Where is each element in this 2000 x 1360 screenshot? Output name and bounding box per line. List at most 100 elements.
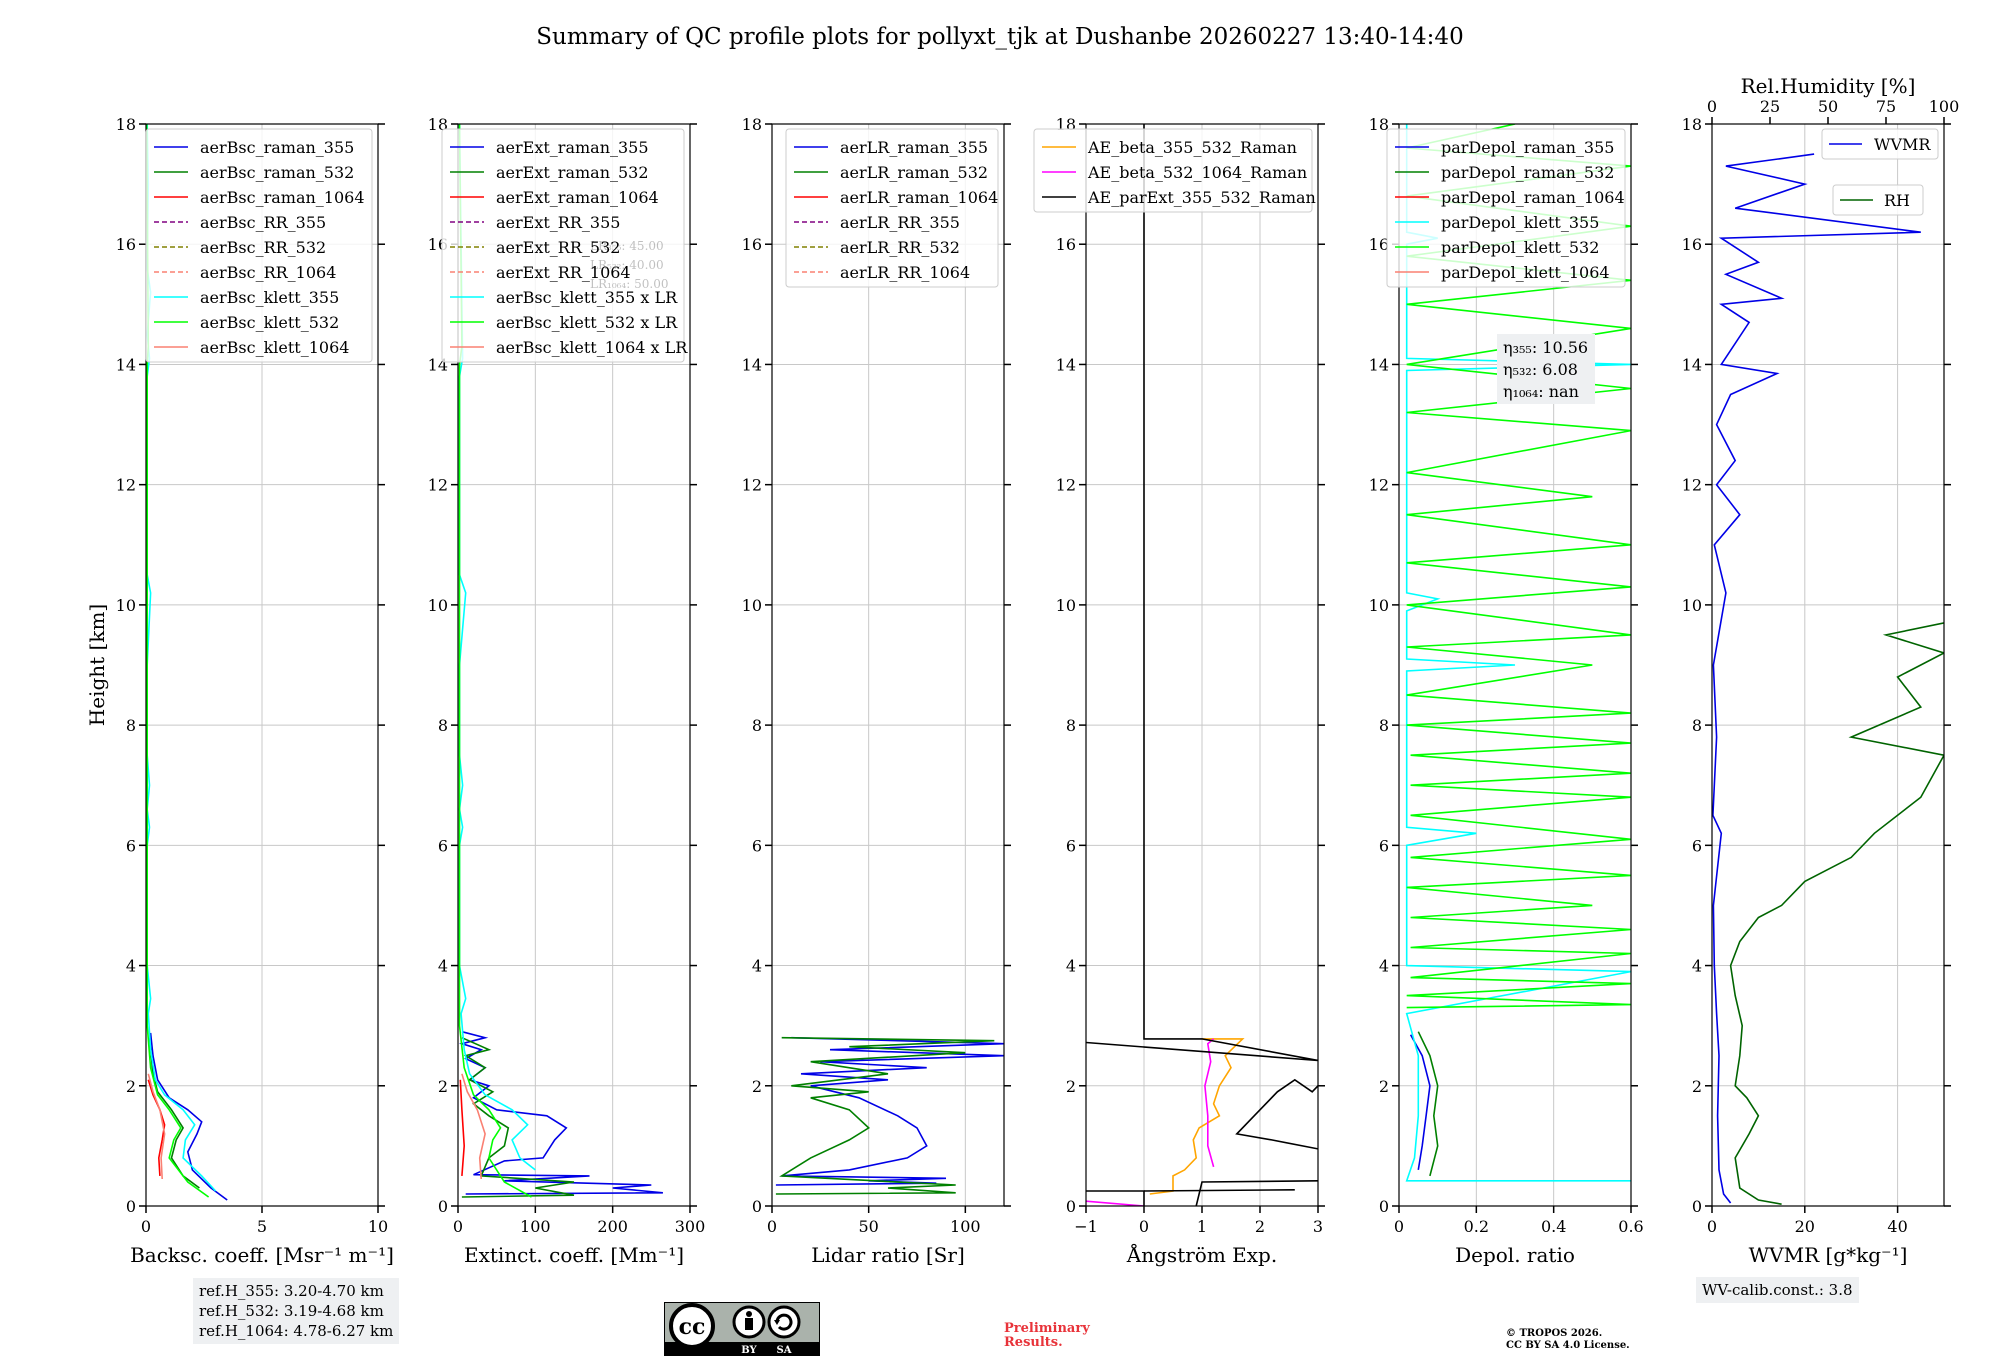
legend-label-aerBsc_RR_532: aerBsc_RR_532 (200, 238, 326, 257)
y-tick-label: 4 (438, 957, 448, 976)
y-tick-label: 4 (1379, 957, 1389, 976)
legend-label-parDepol_klett_532: parDepol_klett_532 (1441, 238, 1599, 257)
legend-label-aerBsc_raman_532: aerBsc_raman_532 (200, 163, 354, 182)
y-tick-label: 0 (1379, 1197, 1389, 1216)
x2-axis-label: Rel.Humidity [%] (1741, 74, 1916, 98)
x-tick-label: 2 (1255, 1217, 1265, 1236)
x-tick-label: 1 (1197, 1217, 1207, 1236)
series-line-aerExt_raman_1064 (459, 1079, 466, 1176)
wv-calib-text: WV-calib.const.: 3.8 (1702, 1281, 1853, 1299)
x-tick-label: 10 (368, 1217, 388, 1236)
x-tick-label: 200 (597, 1217, 628, 1236)
x-tick-label: 0 (1394, 1217, 1404, 1236)
copyright-line-1: © TROPOS 2026. (1506, 1328, 1603, 1339)
eta-label: η₃₅₅: 10.56 (1503, 338, 1588, 357)
x-tick-label: 0 (453, 1217, 463, 1236)
y-tick-label: 8 (1066, 716, 1076, 735)
ref-height-355: ref.H_355: 3.20-4.70 km (199, 1282, 384, 1300)
legend-label-aerExt_RR_532: aerExt_RR_532 (496, 238, 620, 257)
legend-label-aerLR_RR_1064: aerLR_RR_1064 (840, 263, 970, 282)
sa-icon (767, 1305, 801, 1339)
y-tick-label: 16 (1682, 235, 1702, 254)
y-tick-label: 14 (1682, 355, 1702, 374)
y-tick-label: 2 (438, 1077, 448, 1096)
x-tick-label: 0.2 (1464, 1217, 1489, 1236)
y-tick-label: 10 (428, 596, 448, 615)
series-line-WVMR (1712, 153, 1921, 1204)
legend-label-parDepol_klett_355: parDepol_klett_355 (1441, 213, 1599, 232)
legend-label-aerExt_raman_1064: aerExt_raman_1064 (496, 188, 659, 207)
y-tick-label: 10 (742, 596, 762, 615)
legend-label-aerBsc_RR_355: aerBsc_RR_355 (200, 213, 326, 232)
x-axis-label: Ångström Exp. (1126, 1242, 1277, 1267)
y-tick-label: 18 (116, 115, 136, 134)
legend-label-aerLR_RR_532: aerLR_RR_532 (840, 238, 960, 257)
y-tick-label: 4 (752, 957, 762, 976)
x2-tick-label: 50 (1818, 97, 1838, 116)
x-tick-label: 0.6 (1618, 1217, 1643, 1236)
legend-label-aerLR_raman_532: aerLR_raman_532 (840, 163, 988, 182)
legend-label-parDepol_klett_1064: parDepol_klett_1064 (1441, 263, 1610, 282)
x2-tick-label: 0 (1707, 97, 1717, 116)
legend-rh: RH (1832, 184, 1924, 216)
y-tick-label: 14 (1056, 355, 1076, 374)
y-tick-label: 14 (742, 355, 762, 374)
y-tick-label: 2 (1692, 1077, 1702, 1096)
series-line-parDepol_klett_355 (1405, 124, 1631, 1182)
legend-box (1821, 128, 1939, 160)
by-label: BY (741, 1345, 757, 1356)
legend-label-parDepol_raman_355: parDepol_raman_355 (1441, 138, 1614, 157)
y-tick-label: 10 (116, 596, 136, 615)
legend: parDepol_raman_355 parDepol_raman_532 parD… (1386, 128, 1626, 288)
series-line-parDepol_klett_532 (1406, 124, 1631, 1009)
y-tick-label: 18 (1682, 115, 1702, 134)
eta-label: η₅₃₂: 6.08 (1503, 360, 1578, 379)
x-axis-label: Lidar ratio [Sr] (811, 1243, 965, 1267)
y-tick-label: 10 (1369, 596, 1389, 615)
series-line-AE_parExt_355_532_Raman (1086, 124, 1318, 1062)
x-axis-label: WVMR [g*kg⁻¹] (1749, 1243, 1908, 1267)
y-tick-label: 6 (1066, 836, 1076, 855)
legend-label-parDepol_raman_1064: parDepol_raman_1064 (1441, 188, 1625, 207)
lr-annotation: LR₁₀₆₄: 50.00 (590, 277, 668, 291)
legend-box (785, 128, 999, 288)
x-tick-label: 100 (520, 1217, 551, 1236)
legend-label-AE_beta_355_532_Raman: AE_beta_355_532_Raman (1087, 138, 1297, 157)
x2-tick-label: 75 (1876, 97, 1896, 116)
series-line-parDepol_raman_355 (1409, 1034, 1431, 1171)
y-tick-label: 14 (1369, 355, 1389, 374)
x-tick-label: 50 (858, 1217, 878, 1236)
series-line-aerLR_raman_355 (775, 1036, 1004, 1186)
legend-label-aerBsc_klett_532 x LR: aerBsc_klett_532 x LR (496, 313, 678, 332)
y-tick-label: 14 (116, 355, 136, 374)
y-tick-label: 2 (126, 1077, 136, 1096)
legend-label-aerBsc_klett_1064 x LR: aerBsc_klett_1064 x LR (496, 338, 688, 357)
legend-label-aerExt_RR_1064: aerExt_RR_1064 (496, 263, 631, 282)
x-tick-label: 3 (1313, 1217, 1323, 1236)
series-group (1405, 124, 1631, 1182)
y-tick-label: 6 (126, 836, 136, 855)
y-tick-label: 12 (1682, 476, 1702, 495)
x-axis-label: Extinct. coeff. [Mm⁻¹] (464, 1243, 684, 1267)
series-line-AE_parExt_355_532_Raman_d (1195, 1180, 1318, 1206)
series-line-AE_beta_532_1064_Raman (1086, 1200, 1145, 1206)
y-tick-label: 6 (1379, 836, 1389, 855)
y-tick-label: 12 (116, 476, 136, 495)
axes-frame (771, 123, 1005, 1207)
series-line-AE_parExt_355_532_Raman_b (1235, 1078, 1318, 1150)
x-tick-label: 0 (141, 1217, 151, 1236)
axes-frame (1398, 123, 1632, 1207)
y-tick-label: 6 (1692, 836, 1702, 855)
series-line-aerBsc_klett_1064 (147, 1073, 166, 1180)
legend-label-aerBsc_klett_355: aerBsc_klett_355 (200, 288, 339, 307)
series-line-aerBsc_klett_1064 x LR (461, 1073, 486, 1180)
panel-water_vapor: 0 2 4 6 8 10 12 14 16 18 0 20 40 WVMR [g*kg⁻¹] 0 25 50 75… (1682, 74, 1960, 1267)
series-line-aerExt_raman_355 (458, 1030, 663, 1195)
x-axis-label: Backsc. coeff. [Msr⁻¹ m⁻¹] (130, 1243, 394, 1267)
y-tick-label: 0 (752, 1197, 762, 1216)
wv-calib-box: WV-calib.const.: 3.8 (1696, 1277, 1859, 1303)
x-tick-label: 0 (1707, 1217, 1717, 1236)
series-group (1712, 153, 1944, 1205)
